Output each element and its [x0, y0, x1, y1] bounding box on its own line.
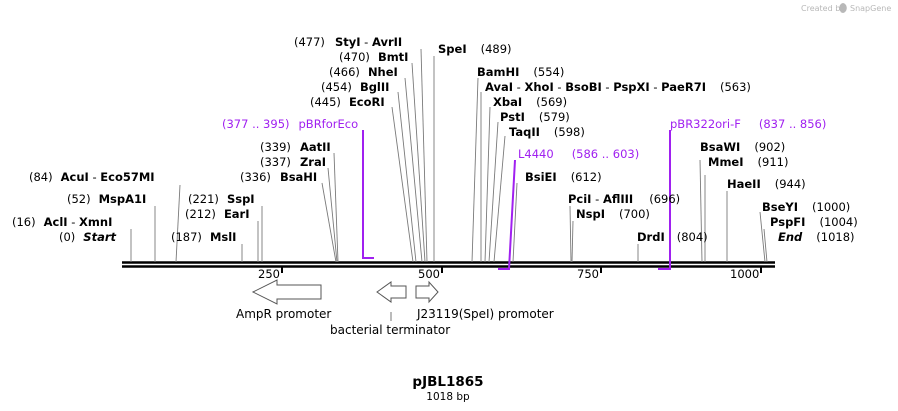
site-label-BamHI: BamHI (554): [477, 65, 564, 79]
site-label-AatII: (339) AatII: [260, 140, 331, 154]
plasmid-title: pJBL1865: [412, 374, 483, 390]
site-label-HaeII: HaeII (944): [727, 177, 806, 191]
tick-label: 250: [258, 267, 280, 281]
primer-label-L4440: L4440 (586 .. 603): [518, 147, 639, 161]
site-label-XbaI: XbaI (569): [493, 95, 567, 109]
primer-markers: [362, 130, 671, 270]
site-label-SpeI: SpeI (489): [438, 42, 512, 56]
site-label-AclI: (16) AclI - XmnI: [12, 215, 112, 229]
site-label-EcoRI: (445) EcoRI: [310, 95, 385, 109]
primer-label-pBR322ori-F: pBR322ori-F (837 .. 856): [670, 117, 826, 131]
tick-label: 500: [418, 267, 440, 281]
site-label-AvaI: AvaI - XhoI - BsoBI - PspXI - PaeR7I (563…: [485, 80, 751, 94]
site-label-EarI: (212) EarI: [185, 207, 250, 221]
watermark-text: Created by: [801, 4, 845, 13]
site-label-AcuI: (84) AcuI - Eco57MI: [29, 170, 155, 184]
site-label-BsiEI: BsiEI (612): [525, 170, 602, 184]
site-label-SspI: (221) SspI: [188, 192, 255, 206]
bacterial-terminator-arrow-icon: [376, 281, 407, 303]
site-label-PstI: PstI (579): [500, 110, 570, 124]
site-label-BseYI: BseYI (1000): [762, 200, 850, 214]
site-label-PspFI: PspFI (1004): [770, 215, 858, 229]
watermark-brand: SnapGene: [850, 4, 891, 13]
site-label-DrdI: DrdI (804): [637, 230, 708, 244]
site-label-BsaHI: (336) BsaHI: [240, 170, 317, 184]
primer-label-pBRforEco: (377 .. 395) pBRforEco: [222, 117, 358, 131]
site-label-NspI: NspI (700): [576, 207, 650, 221]
feature-label-j23119-promoter: J23119(SpeI) promoter: [416, 307, 554, 321]
site-label-Start: (0) Start: [59, 230, 117, 244]
j23119-promoter-arrow-icon: [415, 280, 439, 304]
site-label-MmeI: MmeI (911): [708, 155, 788, 169]
site-label-NheI: (466) NheI: [329, 65, 398, 79]
site-label-BmtI: (470) BmtI: [339, 50, 408, 64]
plasmid-length: 1018 bp: [426, 391, 470, 403]
site-label-End: End (1018): [778, 230, 855, 244]
feature-label-ampr-promoter: AmpR promoter: [236, 307, 331, 321]
site-label-BsaWI: BsaWI (902): [700, 140, 785, 154]
feature-label-bacterial-terminator: bacterial terminator: [330, 323, 450, 337]
site-label-BglII: (454) BglII: [321, 80, 389, 94]
dna-backbone: [122, 261, 775, 268]
tick-label: 750: [577, 267, 599, 281]
tick-label: 1000: [730, 267, 759, 281]
site-label-ZraI: (337) ZraI: [260, 155, 326, 169]
site-label-StyI: (477) StyI - AvrII: [294, 35, 402, 49]
site-label-TaqII: TaqII (598): [509, 125, 585, 139]
site-connectors: [130, 48, 768, 263]
site-label-MslI: (187) MslI: [171, 230, 236, 244]
ampr-promoter-arrow-icon: [251, 279, 322, 305]
site-label-MspA1I: (52) MspA1I: [67, 192, 146, 206]
site-label-PciI: PciI - AflIII (696): [568, 192, 680, 206]
snapgene-logo-icon: [839, 3, 847, 13]
